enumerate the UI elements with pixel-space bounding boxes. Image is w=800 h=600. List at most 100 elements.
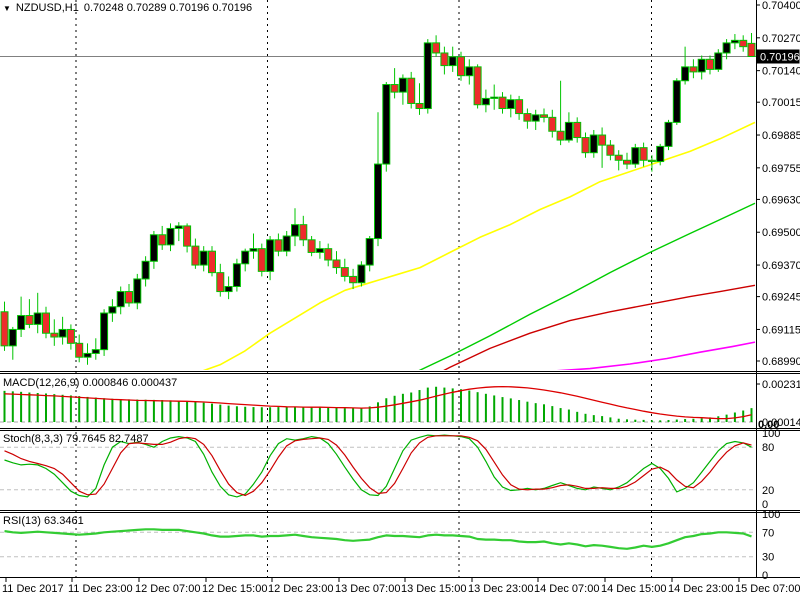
candle[interactable] [523, 113, 532, 122]
candle[interactable] [58, 328, 67, 338]
candle[interactable] [282, 235, 291, 252]
rsi-panel[interactable] [0, 512, 756, 577]
candle[interactable] [332, 259, 341, 269]
main-chart-panel[interactable] [0, 0, 756, 371]
candle[interactable] [224, 286, 233, 293]
candle[interactable] [481, 97, 490, 106]
candle[interactable] [299, 224, 308, 241]
candle[interactable] [191, 245, 200, 266]
candle[interactable] [423, 42, 432, 110]
candle[interactable] [730, 39, 739, 44]
candle[interactable] [747, 42, 756, 58]
candle[interactable] [390, 84, 399, 93]
candle[interactable] [639, 147, 648, 161]
candle[interactable] [307, 239, 316, 253]
candle[interactable] [25, 315, 34, 325]
candle[interactable] [448, 56, 457, 67]
candle[interactable] [249, 248, 258, 252]
candle[interactable] [216, 272, 225, 293]
candle[interactable] [158, 234, 167, 246]
candle[interactable] [606, 144, 615, 156]
candle[interactable] [706, 58, 714, 70]
candle[interactable] [697, 58, 706, 73]
candle[interactable] [598, 134, 607, 146]
candle[interactable] [556, 130, 565, 141]
candle[interactable] [0, 311, 9, 347]
candle[interactable] [166, 227, 175, 246]
candle[interactable] [473, 66, 482, 106]
candle[interactable] [141, 260, 150, 280]
candle[interactable] [498, 96, 507, 110]
candle[interactable] [714, 52, 723, 70]
candle[interactable] [548, 116, 557, 132]
candle[interactable] [291, 224, 299, 237]
candle[interactable] [315, 248, 324, 253]
candle[interactable] [8, 328, 17, 347]
candle[interactable] [232, 263, 241, 288]
candle[interactable] [174, 225, 183, 229]
candle[interactable] [531, 114, 540, 122]
candle[interactable] [382, 84, 391, 165]
candle[interactable] [490, 96, 499, 99]
candle[interactable] [183, 225, 192, 247]
candle[interactable] [133, 278, 142, 304]
candle[interactable] [540, 114, 548, 118]
candle[interactable] [672, 80, 681, 123]
candle[interactable] [199, 250, 208, 266]
candle[interactable] [340, 267, 349, 277]
candle[interactable] [257, 248, 266, 272]
candle[interactable] [581, 137, 590, 154]
candle[interactable] [125, 291, 133, 304]
candle[interactable] [398, 77, 407, 93]
candle[interactable] [457, 56, 465, 77]
candle[interactable] [357, 264, 366, 284]
candle[interactable] [623, 159, 631, 165]
candle[interactable] [647, 159, 656, 163]
candle[interactable] [374, 163, 382, 240]
candle[interactable] [50, 332, 59, 338]
candle[interactable] [266, 239, 275, 272]
candle[interactable] [515, 99, 524, 115]
candle[interactable] [432, 42, 441, 54]
candle[interactable] [722, 42, 731, 54]
rsi-indicator [0, 528, 756, 558]
candle[interactable] [415, 102, 424, 110]
candle[interactable] [631, 147, 640, 165]
candle[interactable] [365, 238, 374, 266]
candle[interactable] [208, 250, 216, 274]
candle[interactable] [465, 66, 474, 77]
candle[interactable] [589, 134, 598, 154]
candle[interactable] [274, 239, 283, 252]
candle[interactable] [108, 306, 117, 314]
candle[interactable] [573, 121, 582, 139]
candle[interactable] [564, 121, 573, 141]
macd-indicator [0, 385, 756, 423]
candle[interactable] [681, 66, 690, 82]
candle[interactable] [506, 99, 515, 110]
ma-slowest-magenta [556, 341, 756, 370]
candle[interactable] [614, 154, 623, 161]
candlestick-series[interactable] [0, 33, 756, 365]
candle[interactable] [75, 342, 84, 358]
candle[interactable] [689, 66, 698, 73]
candle[interactable] [116, 291, 125, 308]
candle[interactable] [91, 349, 100, 354]
candle[interactable] [349, 275, 358, 284]
time-axis[interactable] [0, 578, 800, 600]
candle[interactable] [17, 315, 26, 330]
candle[interactable] [66, 328, 75, 344]
candle[interactable] [42, 312, 50, 334]
candle[interactable] [407, 77, 416, 104]
candle[interactable] [100, 312, 109, 351]
candle[interactable] [664, 121, 673, 147]
candle[interactable] [83, 352, 92, 358]
candle[interactable] [440, 52, 449, 67]
candle[interactable] [324, 248, 333, 261]
candle[interactable] [656, 145, 665, 163]
candle[interactable] [739, 39, 748, 48]
candle[interactable] [241, 250, 250, 265]
candle[interactable] [33, 312, 42, 325]
price-axis[interactable] [756, 0, 800, 577]
candle[interactable] [149, 234, 158, 262]
